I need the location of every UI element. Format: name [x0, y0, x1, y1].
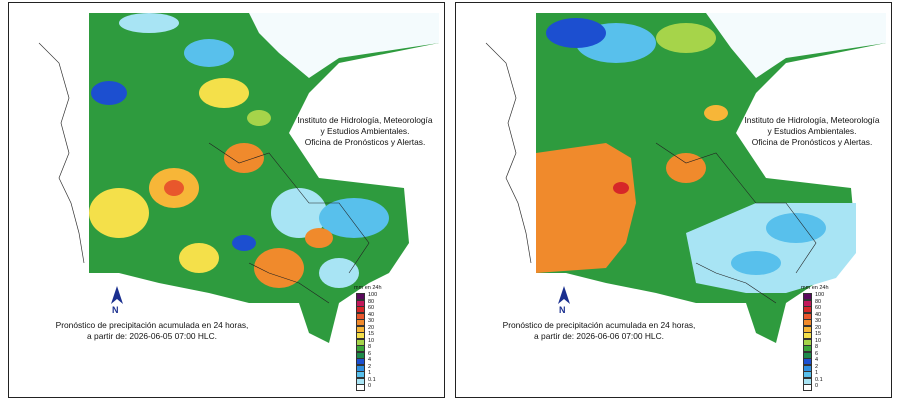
rain-patch — [224, 143, 264, 173]
institute-line: y Estudios Ambientales. — [767, 126, 857, 136]
legend-label: 1 — [368, 370, 372, 376]
legend-label: 80 — [368, 298, 375, 305]
institute-text: Instituto de Hidrología, Meteorología y … — [285, 115, 444, 148]
legend-label: 4 — [815, 357, 819, 363]
rain-patch — [656, 23, 716, 53]
map-caption: Pronóstico de precipitación acumulada en… — [474, 320, 724, 342]
institute-line: Instituto de Hidrología, Meteorología — [744, 115, 880, 125]
legend-label: 15 — [815, 331, 822, 337]
legend-title: mm en 24h — [354, 285, 382, 291]
legend-label: 30 — [368, 318, 375, 324]
legend-item: 0 — [803, 383, 855, 391]
legend-label: 8 — [368, 344, 372, 350]
rain-patch — [546, 18, 606, 48]
institute-line: Instituto de Hidrología, Meteorología — [297, 115, 433, 125]
legend-label: 40 — [368, 311, 375, 318]
legend-label: 6 — [815, 350, 819, 357]
north-arrow-icon — [556, 286, 572, 316]
legend-label: 20 — [815, 324, 822, 331]
legend-label: 60 — [368, 305, 375, 311]
rain-patch — [232, 235, 256, 251]
legend-label: 6 — [368, 350, 372, 357]
legend-label: 60 — [815, 305, 822, 311]
legend-title: mm en 24h — [801, 285, 829, 291]
rain-patch — [666, 153, 706, 183]
color-legend: mm en 24h 100 80 60 40 30 20 15 10 8 6 4 2 1 0.1 0 — [801, 285, 855, 391]
legend-label: 2 — [815, 363, 819, 370]
caption-line: a partir de: 2026-06-05 07:00 HLC. — [87, 331, 217, 341]
north-arrow-icon — [109, 286, 125, 316]
dry-area-north — [706, 13, 886, 78]
legend-label: 1 — [815, 370, 819, 376]
color-legend: mm en 24h 100 80 60 40 30 20 15 10 8 6 4 2 1 0.1 0 — [354, 285, 408, 391]
coastline-outline — [485, 42, 532, 264]
caption-line: Pronóstico de precipitación acumulada en… — [502, 320, 696, 330]
rain-patch — [704, 105, 728, 121]
rain-patch — [119, 13, 179, 33]
rain-patch — [271, 188, 327, 238]
legend-label: 10 — [368, 337, 375, 344]
rain-patch — [254, 248, 304, 288]
legend-label: 0 — [368, 383, 372, 389]
legend-label: 10 — [815, 337, 822, 344]
north-label: N — [559, 305, 566, 315]
map-caption: Pronóstico de precipitación acumulada en… — [27, 320, 277, 342]
legend-swatch — [803, 384, 812, 391]
coastline-outline — [38, 42, 85, 264]
legend-label: 0 — [815, 383, 819, 389]
rain-patch — [613, 182, 629, 194]
legend-label: 20 — [368, 324, 375, 331]
legend-label: 8 — [815, 344, 819, 350]
rain-patch — [91, 81, 127, 105]
rain-patch — [247, 110, 271, 126]
legend-label: 0.1 — [368, 376, 376, 383]
legend-item: 0 — [356, 383, 408, 391]
legend-label: 0.1 — [815, 376, 823, 383]
north-label: N — [112, 305, 119, 315]
legend-label: 80 — [815, 298, 822, 305]
legend-label: 15 — [368, 331, 375, 337]
rain-patch — [89, 188, 149, 238]
land-base — [89, 13, 439, 343]
rain-patch — [199, 78, 249, 108]
rain-patch — [536, 143, 636, 273]
rain-patch — [319, 198, 389, 238]
institute-line: y Estudios Ambientales. — [320, 126, 410, 136]
dry-area-north — [249, 13, 439, 78]
rain-patch — [766, 213, 826, 243]
rain-patch — [164, 180, 184, 196]
country-border — [208, 142, 370, 304]
rain-patch — [179, 243, 219, 273]
legend-label: 4 — [368, 357, 372, 363]
institute-line: Oficina de Pronósticos y Alertas. — [751, 137, 873, 147]
map-panel-right: N Instituto de Hidrología, Meteorología … — [455, 2, 892, 398]
institute-line: Oficina de Pronósticos y Alertas. — [304, 137, 426, 147]
legend-label: 100 — [815, 292, 825, 298]
country-border — [655, 142, 817, 304]
legend-label: 100 — [368, 292, 378, 298]
rain-patch — [731, 251, 781, 275]
caption-line: a partir de: 2026-06-06 07:00 HLC. — [534, 331, 664, 341]
rain-patch — [305, 228, 333, 248]
rain-patch — [319, 258, 359, 288]
legend-label: 2 — [368, 363, 372, 370]
legend-label: 30 — [815, 318, 822, 324]
legend-swatch — [356, 384, 365, 391]
precipitation-map-left — [38, 13, 439, 343]
institute-text: Instituto de Hidrología, Meteorología y … — [732, 115, 891, 148]
caption-line: Pronóstico de precipitación acumulada en… — [55, 320, 249, 330]
map-panel-left: N Instituto de Hidrología, Meteorología … — [8, 2, 445, 398]
precipitation-map-right — [485, 13, 886, 343]
rain-patch — [184, 39, 234, 67]
legend-label: 40 — [815, 311, 822, 318]
